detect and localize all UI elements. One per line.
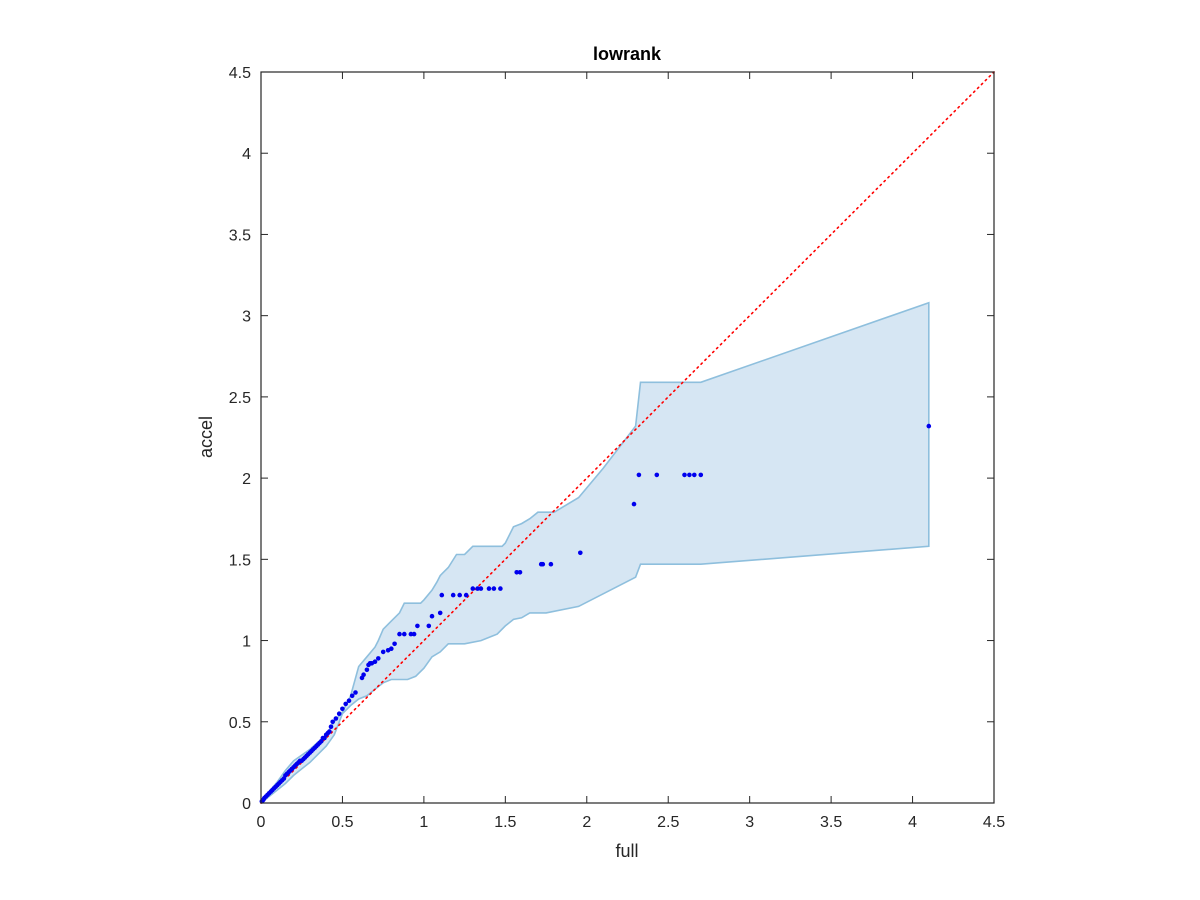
diagonal-line	[260, 71, 995, 804]
data-point	[463, 592, 469, 598]
band-area	[260, 301, 930, 804]
y-tick-label: 0.5	[229, 715, 251, 732]
data-point	[429, 613, 435, 619]
data-point	[364, 667, 370, 673]
data-point	[415, 623, 420, 629]
data-point	[389, 646, 394, 651]
x-tick-label: 2	[582, 814, 591, 831]
x-tick-label: 0.5	[331, 814, 353, 831]
data-point	[340, 706, 345, 712]
y-tick-label: 4.5	[229, 65, 251, 82]
data-point	[470, 586, 476, 591]
data-point	[343, 701, 349, 707]
y-tick-label: 2.5	[229, 390, 251, 407]
data-point	[392, 641, 397, 647]
axis-ticks: 0 0.5 1 1.5 2 2.5 3 3.5 4 4.5 0 0.5 1 1.5 2 2.5 3 3.5 4 4.5	[229, 65, 1005, 831]
data-point	[439, 592, 445, 598]
data-point	[450, 592, 456, 598]
data-point	[327, 729, 332, 734]
data-point	[380, 649, 386, 655]
data-point	[486, 586, 492, 591]
data-point	[353, 690, 358, 695]
data-points	[259, 423, 932, 804]
axes-frame	[260, 71, 995, 804]
x-axis-label: full	[615, 841, 638, 861]
confidence-band	[260, 301, 930, 804]
data-point	[636, 472, 642, 478]
x-tick-label: 2.5	[657, 814, 679, 831]
data-point	[336, 711, 342, 716]
data-point	[328, 724, 334, 729]
data-point	[333, 716, 339, 721]
data-point	[349, 693, 355, 699]
data-point	[437, 610, 443, 616]
data-point	[411, 631, 417, 637]
x-tick-label: 4.5	[983, 814, 1005, 831]
x-tick-label: 3	[745, 814, 754, 831]
data-point	[426, 623, 432, 629]
x-tick-label: 4	[908, 814, 917, 831]
y-tick-label: 0	[242, 796, 251, 813]
x-tick-label: 1	[419, 814, 428, 831]
data-point	[682, 472, 687, 478]
x-tick-label: 0	[257, 814, 266, 831]
y-tick-label: 1	[242, 634, 251, 651]
data-point	[376, 656, 381, 661]
data-point	[402, 631, 407, 637]
data-point	[498, 586, 503, 591]
data-point	[698, 472, 704, 478]
data-point	[478, 586, 484, 591]
data-point	[631, 501, 637, 507]
y-tick-label: 3.5	[229, 227, 251, 244]
data-point	[372, 659, 378, 664]
data-point	[475, 586, 480, 591]
data-point	[514, 570, 519, 575]
y-tick-label: 4	[242, 146, 251, 163]
y-tick-label: 2	[242, 471, 251, 488]
data-point	[540, 561, 546, 567]
data-point	[457, 592, 463, 598]
x-tick-label: 1.5	[494, 814, 516, 831]
data-point	[926, 423, 932, 429]
data-point	[408, 631, 414, 637]
data-point	[692, 472, 697, 478]
identity-diagonal	[260, 71, 995, 804]
data-point	[346, 698, 352, 703]
data-point	[491, 586, 497, 591]
data-point	[517, 570, 523, 575]
y-axis-label: accel	[196, 416, 216, 458]
y-tick-label: 1.5	[229, 552, 251, 569]
data-point	[397, 631, 402, 637]
data-point	[548, 561, 554, 567]
data-point	[687, 472, 692, 478]
chart-title: lowrank	[593, 44, 662, 64]
x-tick-label: 3.5	[820, 814, 842, 831]
data-point	[330, 719, 336, 725]
data-point	[361, 672, 366, 677]
data-point	[578, 550, 583, 556]
data-point	[654, 472, 660, 478]
y-tick-label: 3	[242, 309, 251, 326]
